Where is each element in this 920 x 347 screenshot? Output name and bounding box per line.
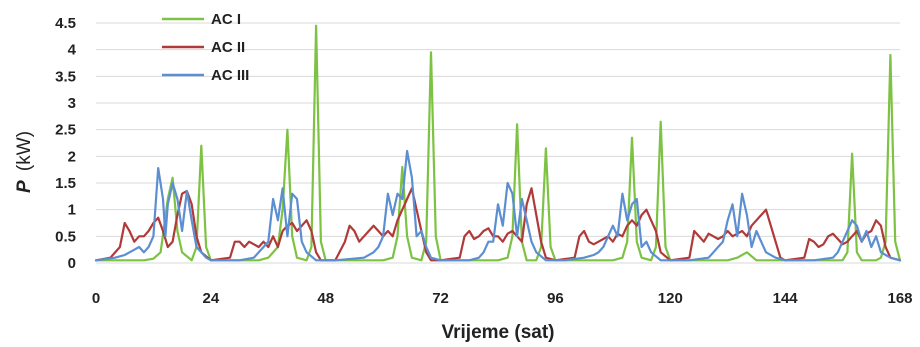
y-axis-symbol: P	[14, 180, 35, 193]
x-tick-labels: 0 24 48 72 96 120 144 168	[92, 290, 913, 307]
x-axis-title: Vrijeme (sat)	[442, 322, 555, 343]
y-tick-label: 3.5	[55, 68, 76, 85]
x-tick-label: 48	[317, 290, 334, 307]
gridlines	[96, 22, 900, 264]
x-tick-label: 120	[658, 290, 683, 307]
legend-label: AC I	[211, 11, 241, 28]
legend-label: AC III	[211, 67, 249, 84]
y-tick-labels: 0 0.5 1 1.5 2 2.5 3 3.5 4 4.5	[55, 15, 77, 272]
series-lines	[94, 24, 902, 262]
y-tick-label: 0.5	[55, 228, 76, 245]
x-tick-label: 72	[432, 290, 449, 307]
legend: AC I AC II AC III	[162, 11, 249, 84]
x-tick-label: 96	[547, 290, 564, 307]
x-tick-label: 168	[887, 290, 912, 307]
y-tick-label: 2	[68, 148, 76, 165]
x-tick-label: 144	[773, 290, 799, 307]
y-axis-title: P (kW)	[14, 131, 35, 193]
x-tick-label: 0	[92, 290, 100, 307]
series-line-ac-iii	[94, 149, 902, 262]
y-tick-label: 0	[68, 255, 76, 272]
series-line-ac-i	[94, 24, 902, 262]
legend-item-ac-iii: AC III	[162, 67, 249, 84]
y-axis-unit: (kW)	[14, 131, 35, 171]
y-tick-label: 2.5	[55, 122, 76, 139]
x-tick-label: 24	[203, 290, 220, 307]
legend-item-ac-i: AC I	[162, 11, 241, 28]
series-line-ac-ii	[94, 187, 902, 262]
y-tick-label: 4.5	[55, 15, 76, 32]
y-tick-label: 3	[68, 95, 76, 112]
y-tick-label: 4	[68, 42, 77, 59]
y-tick-label: 1.5	[55, 175, 76, 192]
legend-item-ac-ii: AC II	[162, 39, 245, 56]
legend-label: AC II	[211, 39, 245, 56]
y-tick-label: 1	[68, 202, 76, 219]
